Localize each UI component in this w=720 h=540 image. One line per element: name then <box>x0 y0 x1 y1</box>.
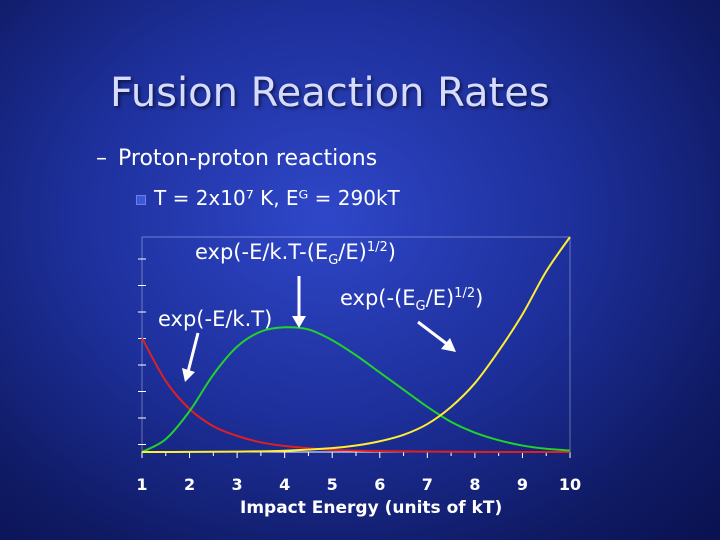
conditions-text: T = 2x10⁷ K, Eᴳ = 290kT <box>154 186 400 210</box>
x-tick-label: 9 <box>517 475 528 494</box>
x-tick-label: 6 <box>374 475 385 494</box>
series-line-1 <box>141 326 571 453</box>
square-bullet-icon <box>136 195 146 205</box>
series-line-0 <box>141 337 571 453</box>
x-tick-label: 8 <box>469 475 480 494</box>
x-tick-label: 10 <box>559 475 581 494</box>
x-tick-label: 1 <box>136 475 147 494</box>
label-green-curve: exp(-E/k.T-(EG/E)1/2) <box>195 240 396 269</box>
arrow-red-head <box>182 368 195 382</box>
x-tick-label: 3 <box>232 475 243 494</box>
arrow-green-head <box>292 316 306 328</box>
bullet-proton-reactions: – Proton-proton reactions <box>96 146 377 171</box>
label-red-curve: exp(-E/k.T) <box>158 307 273 331</box>
chart-ticks: 1 2 3 4 5 6 7 8 9 10 <box>136 452 581 494</box>
series-line-2 <box>141 236 571 453</box>
arrow-red <box>186 332 200 373</box>
x-axis-label: Impact Energy (units of kT) <box>240 498 503 518</box>
x-tick-label: 2 <box>184 475 195 494</box>
label-yellow-curve: exp(-(EG/E)1/2) <box>340 286 484 315</box>
x-tick-label: 4 <box>279 475 290 494</box>
bullet-text: Proton-proton reactions <box>118 146 378 171</box>
slide-title: Fusion Reaction Rates <box>110 70 550 116</box>
x-tick-label: 7 <box>422 475 433 494</box>
arrow-yellow <box>417 320 448 346</box>
x-tick-label: 5 <box>327 475 338 494</box>
chart-arrows <box>182 276 456 382</box>
dash-bullet: – <box>96 146 107 171</box>
arrow-yellow-head <box>441 338 456 352</box>
chart-curves <box>141 236 571 453</box>
